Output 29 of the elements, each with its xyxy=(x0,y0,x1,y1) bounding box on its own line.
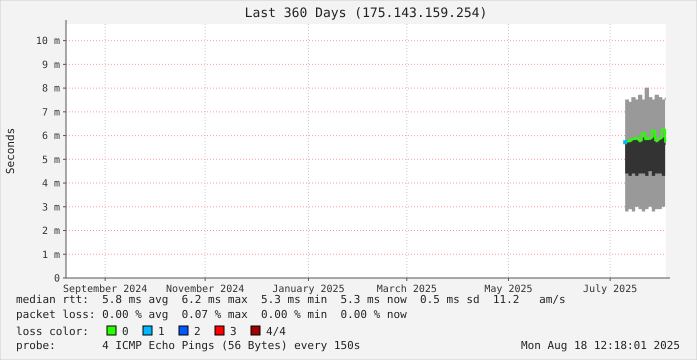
y-tick-label: 3 m xyxy=(42,202,60,214)
x-tick-label: September 2024 xyxy=(62,284,148,295)
legend-label: 3 xyxy=(230,325,237,338)
x-tick-label: January 2025 xyxy=(272,284,345,295)
y-tick-label: 10 m xyxy=(36,36,60,48)
y-tick-label: 2 m xyxy=(42,226,60,238)
text: median rtt: 5.8 ms avg 6.2 ms max 5.3 ms min 5.3 ms now 0.5 ms sd 11.2 am/s xyxy=(16,293,566,306)
x-tick-label: July 2025 xyxy=(583,284,638,295)
legend-label: 0 xyxy=(122,325,129,338)
y-tick-label: 6 m xyxy=(42,131,60,142)
y-axis-title: Seconds xyxy=(4,128,17,174)
y-tick-label: 5 m xyxy=(42,154,60,166)
legend-label: 1 xyxy=(158,325,165,338)
y-tick-label: 7 m xyxy=(42,107,60,118)
x-tick-label: May 2025 xyxy=(484,284,533,295)
text: packet loss: 0.00 % avg 0.07 % max 0.00 % min 0.00 % now xyxy=(16,308,408,321)
legend-title: loss color: xyxy=(16,325,89,338)
y-tick-label: 8 m xyxy=(42,84,60,95)
legend-label: 4/4 xyxy=(266,325,286,338)
text: probe: 4 ICMP Echo Pings (56 Bytes) every 150s xyxy=(16,339,360,352)
y-tick-label: 0 xyxy=(54,274,60,284)
text: Mon Aug 18 12:18:01 2025 xyxy=(521,339,680,352)
y-tick-label: 4 m xyxy=(42,178,60,190)
x-tick-label: November 2024 xyxy=(166,284,244,295)
legend-label: 2 xyxy=(194,325,201,338)
y-tick-label: 1 m xyxy=(42,250,60,261)
chart-title: Last 360 Days (175.143.159.254) xyxy=(244,6,488,21)
x-tick-label: March 2025 xyxy=(376,284,437,295)
y-tick-label: 9 m xyxy=(42,60,60,71)
